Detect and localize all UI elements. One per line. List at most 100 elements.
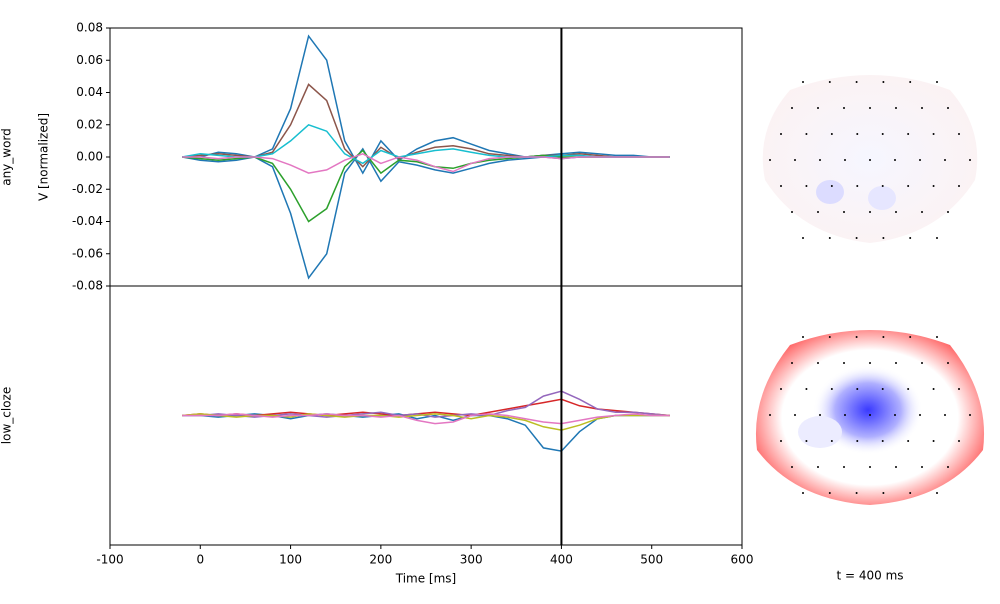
sensor (817, 466, 819, 468)
sensor (791, 211, 793, 213)
erp-line (182, 147, 670, 280)
sensor (932, 185, 935, 187)
y-tick-label: 0.02 (76, 117, 103, 131)
x-tick-label: 300 (460, 553, 483, 567)
sensor (805, 185, 808, 187)
sensor (921, 211, 923, 213)
x-tick-label: -100 (96, 553, 123, 567)
sensor (869, 211, 871, 213)
sensor (794, 414, 796, 416)
axes-bottom (109, 285, 743, 546)
sensor (805, 440, 808, 442)
sensor (881, 133, 884, 135)
erp-line (182, 149, 670, 223)
x-axis-label: Time [ms] (395, 572, 457, 586)
x-tick-label: 400 (550, 553, 573, 567)
sensor (828, 492, 831, 494)
sensor (895, 211, 897, 213)
sensor (947, 362, 949, 364)
row-label: any_word (0, 128, 14, 186)
sensor (856, 440, 859, 442)
sensor (958, 133, 960, 135)
sensor (882, 81, 885, 83)
x-tick-label: 0 (196, 553, 204, 567)
sensor (958, 185, 960, 187)
sensor (802, 81, 804, 83)
sensor (828, 336, 831, 338)
sensor (932, 440, 935, 442)
sensor (791, 466, 793, 468)
sensor (947, 466, 949, 468)
sensor (780, 440, 782, 442)
sensor (830, 133, 833, 135)
sensor (869, 414, 871, 416)
sensor (907, 185, 910, 187)
sensor (947, 107, 949, 109)
y-tick-label: -0.08 (72, 279, 103, 293)
sensor (936, 237, 938, 239)
sensor (881, 440, 884, 442)
sensor (895, 466, 897, 468)
sensor (856, 388, 859, 390)
sensor (780, 185, 782, 187)
sensor (830, 440, 833, 442)
sensor (958, 388, 960, 390)
sensor (909, 237, 912, 239)
sensor (805, 388, 808, 390)
sensor (895, 362, 897, 364)
sensor (855, 81, 858, 83)
y-tick-label: 0.08 (76, 21, 103, 35)
sensor (843, 211, 845, 213)
sensor (844, 414, 846, 416)
sensor (936, 336, 938, 338)
sensor (909, 336, 912, 338)
sensor (936, 81, 938, 83)
sensor (855, 336, 858, 338)
sensor (855, 237, 858, 239)
sensor (791, 362, 793, 364)
sensor (769, 159, 771, 161)
y-tick-label: 0.00 (76, 150, 103, 164)
topomap-label: t = 400 ms (836, 569, 903, 583)
erp-line (182, 152, 670, 174)
y-tick-label: 0.06 (76, 53, 103, 67)
sensor (780, 133, 782, 135)
sensor (907, 440, 910, 442)
sensor (909, 81, 912, 83)
sensor (969, 159, 971, 161)
sensor (869, 466, 871, 468)
sensor (844, 159, 846, 161)
sensor (802, 237, 804, 239)
sensor (958, 440, 960, 442)
sensor (856, 185, 859, 187)
sensor (869, 159, 871, 161)
erp-line (182, 123, 670, 165)
sensor (921, 107, 923, 109)
sensor (909, 492, 912, 494)
sensor (932, 388, 935, 390)
y-tick-label: -0.06 (72, 246, 103, 260)
row-label: low_cloze (0, 387, 14, 444)
y-tick-label: -0.04 (72, 214, 103, 228)
sensor (932, 133, 935, 135)
sensor (791, 107, 793, 109)
x-tick-label: 200 (369, 553, 392, 567)
sensor (830, 185, 833, 187)
sensor (843, 107, 845, 109)
sensor (882, 336, 885, 338)
sensor (881, 185, 884, 187)
erp-line (182, 413, 670, 431)
sensor (944, 414, 946, 416)
x-tick-label: 100 (279, 553, 302, 567)
erp-line (182, 413, 670, 425)
y-tick-label: 0.04 (76, 85, 103, 99)
x-tick-label: 600 (731, 553, 754, 567)
sensor (843, 362, 845, 364)
sensor (882, 237, 885, 239)
sensor (881, 388, 884, 390)
sensor (856, 133, 859, 135)
sensor (802, 492, 804, 494)
sensor (828, 81, 831, 83)
sensor (805, 133, 808, 135)
sensor (830, 388, 833, 390)
